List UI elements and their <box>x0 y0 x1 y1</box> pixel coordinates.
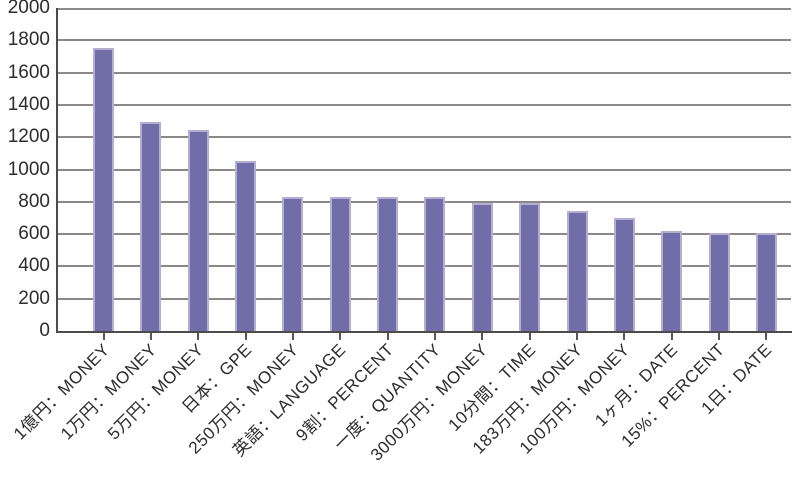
bar <box>472 203 493 331</box>
y-axis-tick-label: 1600 <box>7 62 50 83</box>
bar <box>519 203 540 331</box>
gridline <box>57 8 791 10</box>
x-tick <box>245 333 247 340</box>
gridline <box>57 104 791 106</box>
x-tick <box>718 333 720 340</box>
y-axis-tick-label: 1200 <box>7 126 50 147</box>
bar <box>140 122 161 331</box>
x-tick <box>150 333 152 340</box>
y-axis-tick-label: 1800 <box>7 29 50 50</box>
y-axis-tick-label: 1000 <box>7 159 50 180</box>
bar <box>424 197 445 331</box>
y-axis-tick-label: 200 <box>18 288 50 309</box>
gridline <box>57 136 791 138</box>
gridline <box>57 169 791 171</box>
x-tick <box>103 333 105 340</box>
bar <box>756 233 777 331</box>
bar <box>235 161 256 331</box>
x-tick <box>671 333 673 340</box>
bar <box>282 197 303 331</box>
bar <box>377 197 398 331</box>
y-axis-tick-label: 600 <box>18 223 50 244</box>
x-tick <box>197 333 199 340</box>
x-axis-line <box>56 331 792 333</box>
bar <box>93 48 114 331</box>
y-axis-line <box>56 8 58 333</box>
y-axis-tick-label: 2000 <box>7 0 50 18</box>
x-tick <box>292 333 294 340</box>
bar <box>709 233 730 331</box>
gridline <box>57 39 791 41</box>
x-tick <box>623 333 625 340</box>
plot-area <box>57 8 791 331</box>
y-axis-tick-label: 400 <box>18 255 50 276</box>
y-axis-tick-label: 800 <box>18 191 50 212</box>
bar <box>661 231 682 331</box>
bar <box>330 197 351 331</box>
x-tick <box>339 333 341 340</box>
x-tick <box>387 333 389 340</box>
y-axis-tick-label: 1400 <box>7 94 50 115</box>
x-tick <box>529 333 531 340</box>
y-axis-tick-label: 0 <box>39 320 50 341</box>
x-tick <box>576 333 578 340</box>
bar <box>188 130 209 331</box>
bar <box>614 218 635 331</box>
x-tick <box>765 333 767 340</box>
gridline <box>57 72 791 74</box>
bar <box>567 211 588 331</box>
x-tick <box>434 333 436 340</box>
x-tick <box>481 333 483 340</box>
